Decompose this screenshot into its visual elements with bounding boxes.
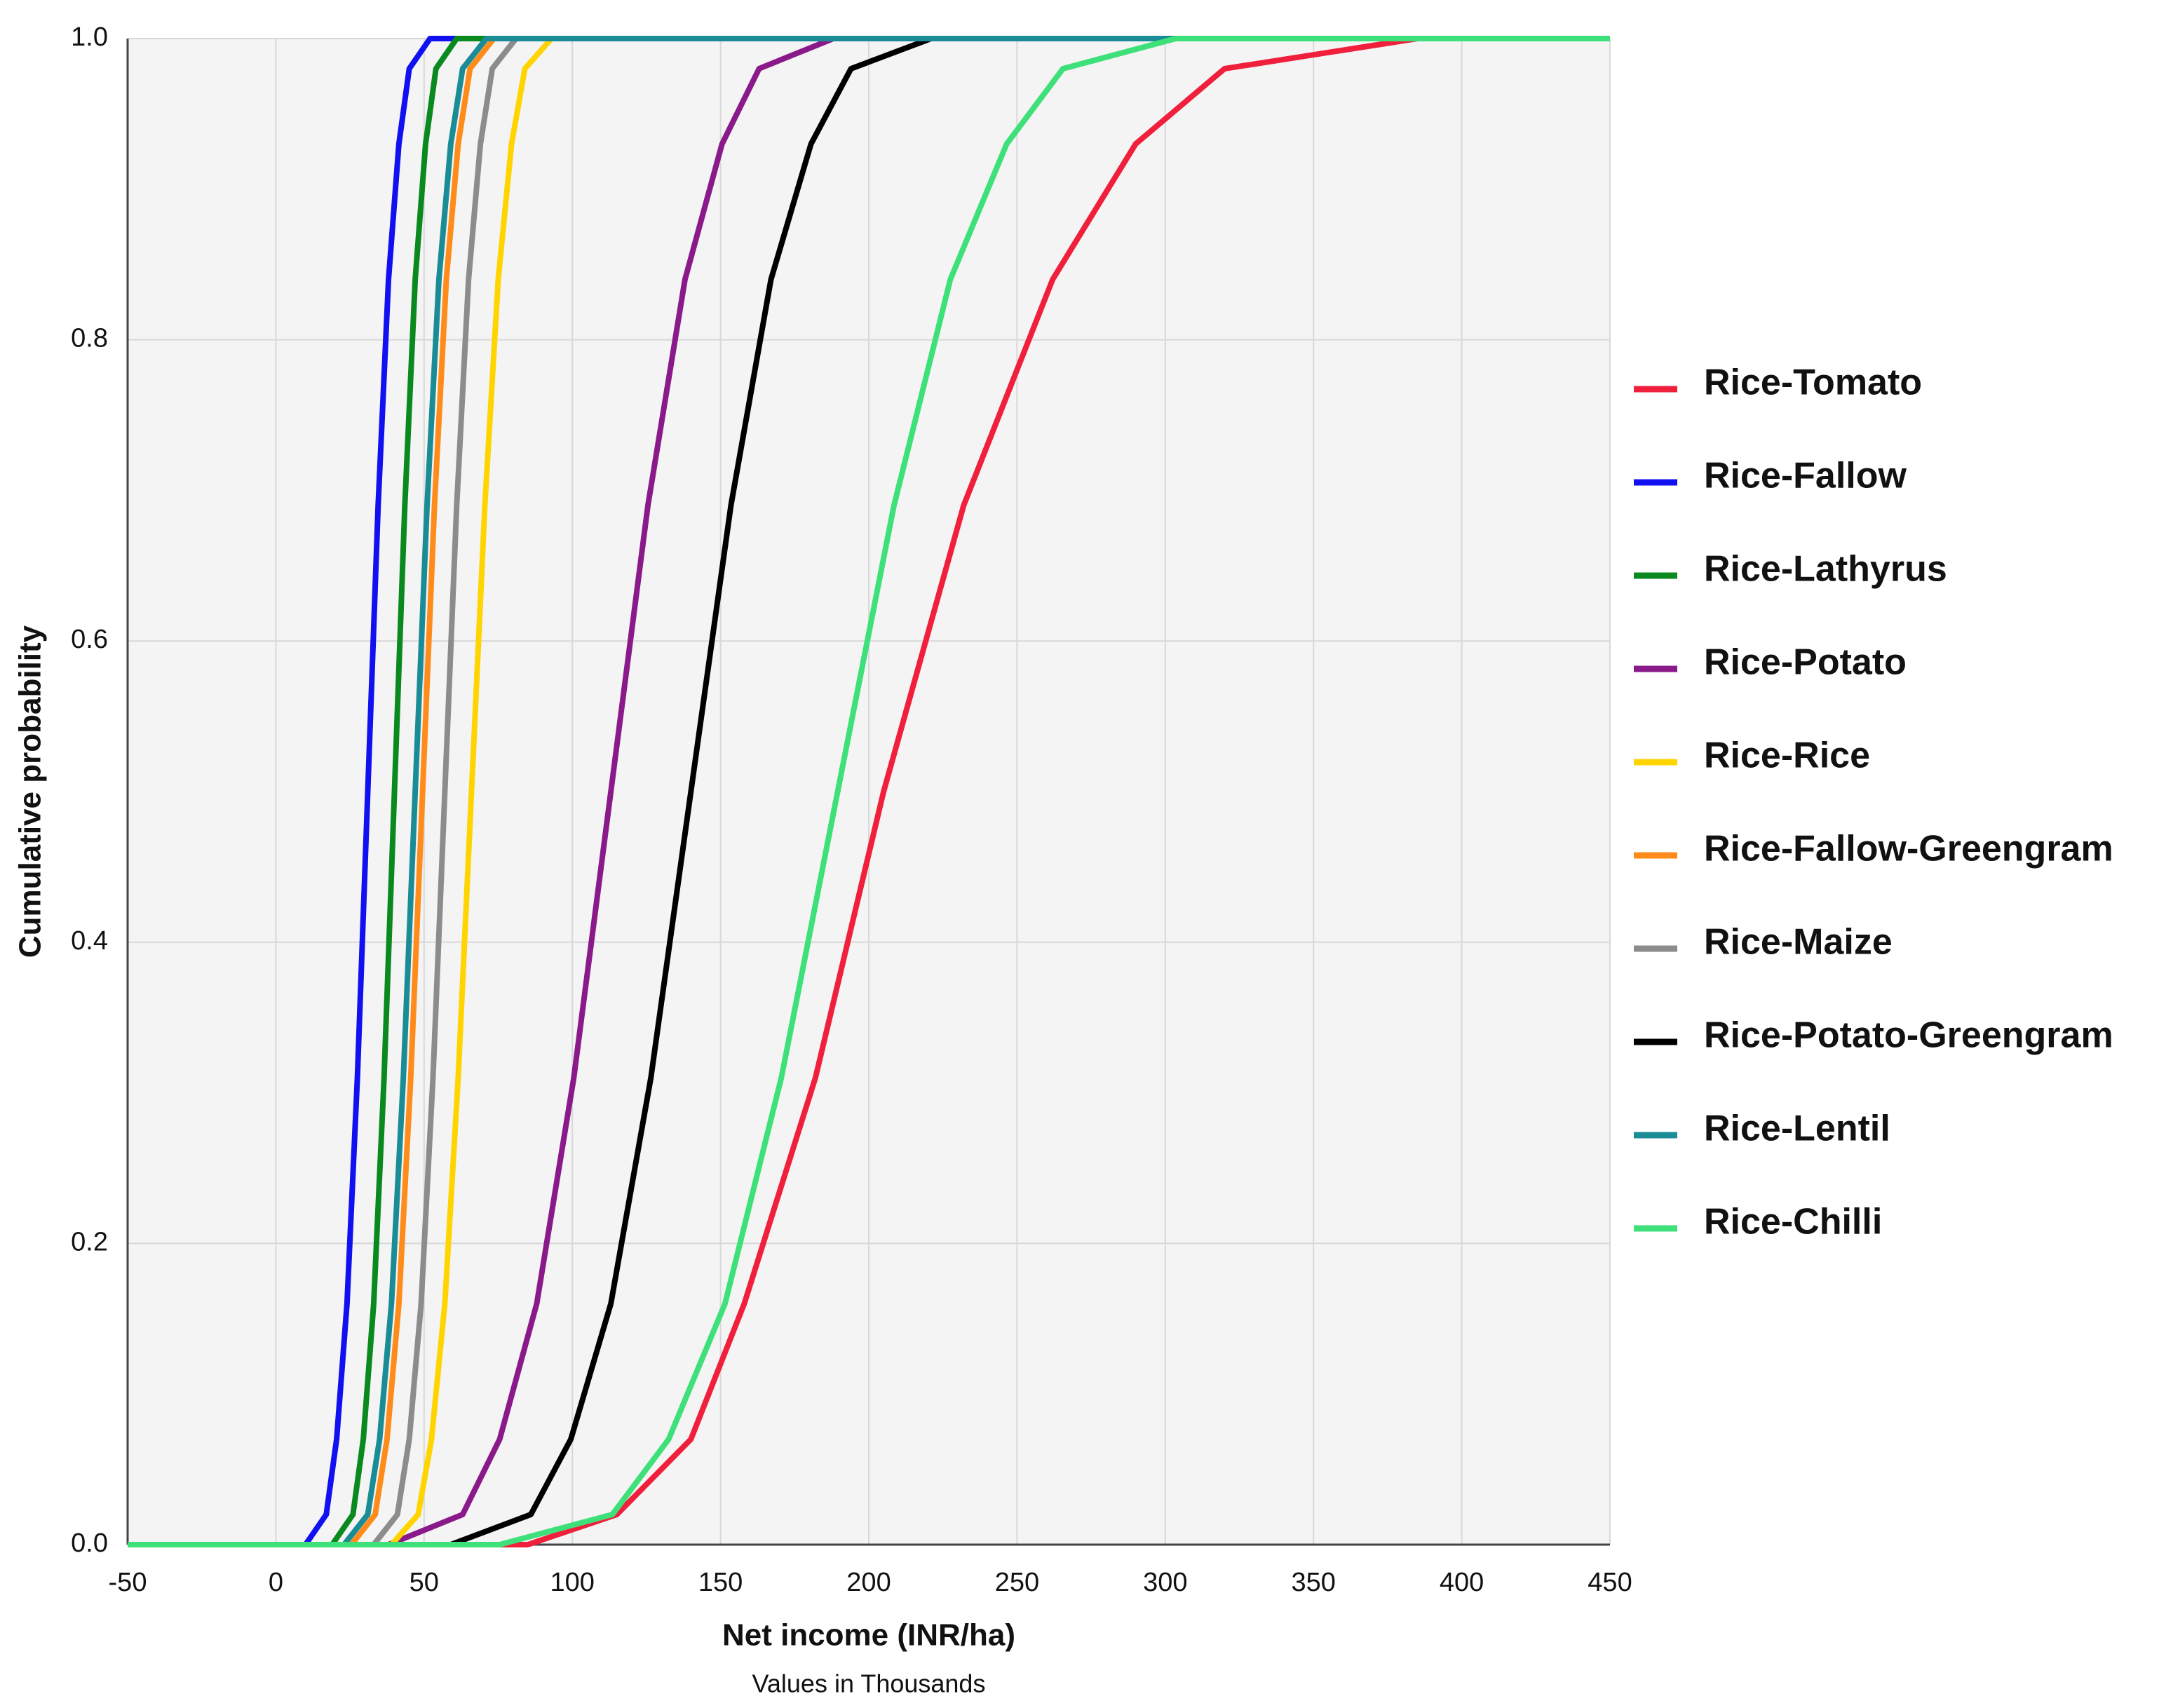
legend-label: Rice-Chilli: [1704, 1202, 1882, 1242]
x-tick-label: 150: [698, 1568, 743, 1597]
x-tick-label: 400: [1440, 1568, 1484, 1597]
x-tick-label: 250: [995, 1568, 1039, 1597]
series-line: [128, 36, 1462, 1547]
y-tick-label: 0.6: [71, 625, 108, 654]
series-line: [128, 36, 1610, 1547]
x-tick-label: 450: [1588, 1568, 1632, 1597]
series-line: [128, 36, 1610, 1547]
series-line: [128, 36, 1610, 1547]
y-tick-label: 1.0: [71, 22, 108, 52]
x-tick-label: 100: [550, 1568, 594, 1597]
y-tick-label: 0.0: [71, 1529, 108, 1558]
series-line: [387, 36, 1610, 1547]
x-tick-label: -50: [109, 1568, 147, 1597]
series-line: [128, 36, 1610, 1547]
legend-label: Rice-Fallow: [1704, 456, 1907, 496]
legend-label: Rice-Potato-Greengram: [1704, 1015, 2113, 1056]
legend-label: Rice-Lentil: [1704, 1109, 1890, 1149]
legend-label: Rice-Potato: [1704, 642, 1907, 683]
y-tick-label: 0.2: [71, 1227, 108, 1256]
y-tick-label: 0.4: [71, 926, 108, 956]
x-tick-label: 300: [1143, 1568, 1187, 1597]
series-line: [128, 36, 1610, 1547]
series-line: [128, 36, 1610, 1547]
y-axis-label: Cumulative probability: [13, 625, 48, 958]
y-tick-label: 0.8: [71, 324, 108, 353]
legend-label: Rice-Tomato: [1704, 362, 1922, 403]
x-tick-label: 350: [1291, 1568, 1335, 1597]
x-axis-sublabel: Values in Thousands: [752, 1669, 986, 1698]
legend-label: Rice-Lathyrus: [1704, 549, 1947, 590]
legend-label: Rice-Maize: [1704, 922, 1893, 963]
x-tick-label: 200: [846, 1568, 891, 1597]
x-tick-label: 50: [410, 1568, 439, 1597]
legend-label: Rice-Rice: [1704, 736, 1870, 776]
x-axis-label: Net income (INR/ha): [722, 1618, 1015, 1653]
x-tick-label: 0: [269, 1568, 283, 1597]
series-line: [449, 36, 933, 1547]
legend-label: Rice-Fallow-Greengram: [1704, 829, 2113, 869]
series-line: [128, 36, 1610, 1547]
